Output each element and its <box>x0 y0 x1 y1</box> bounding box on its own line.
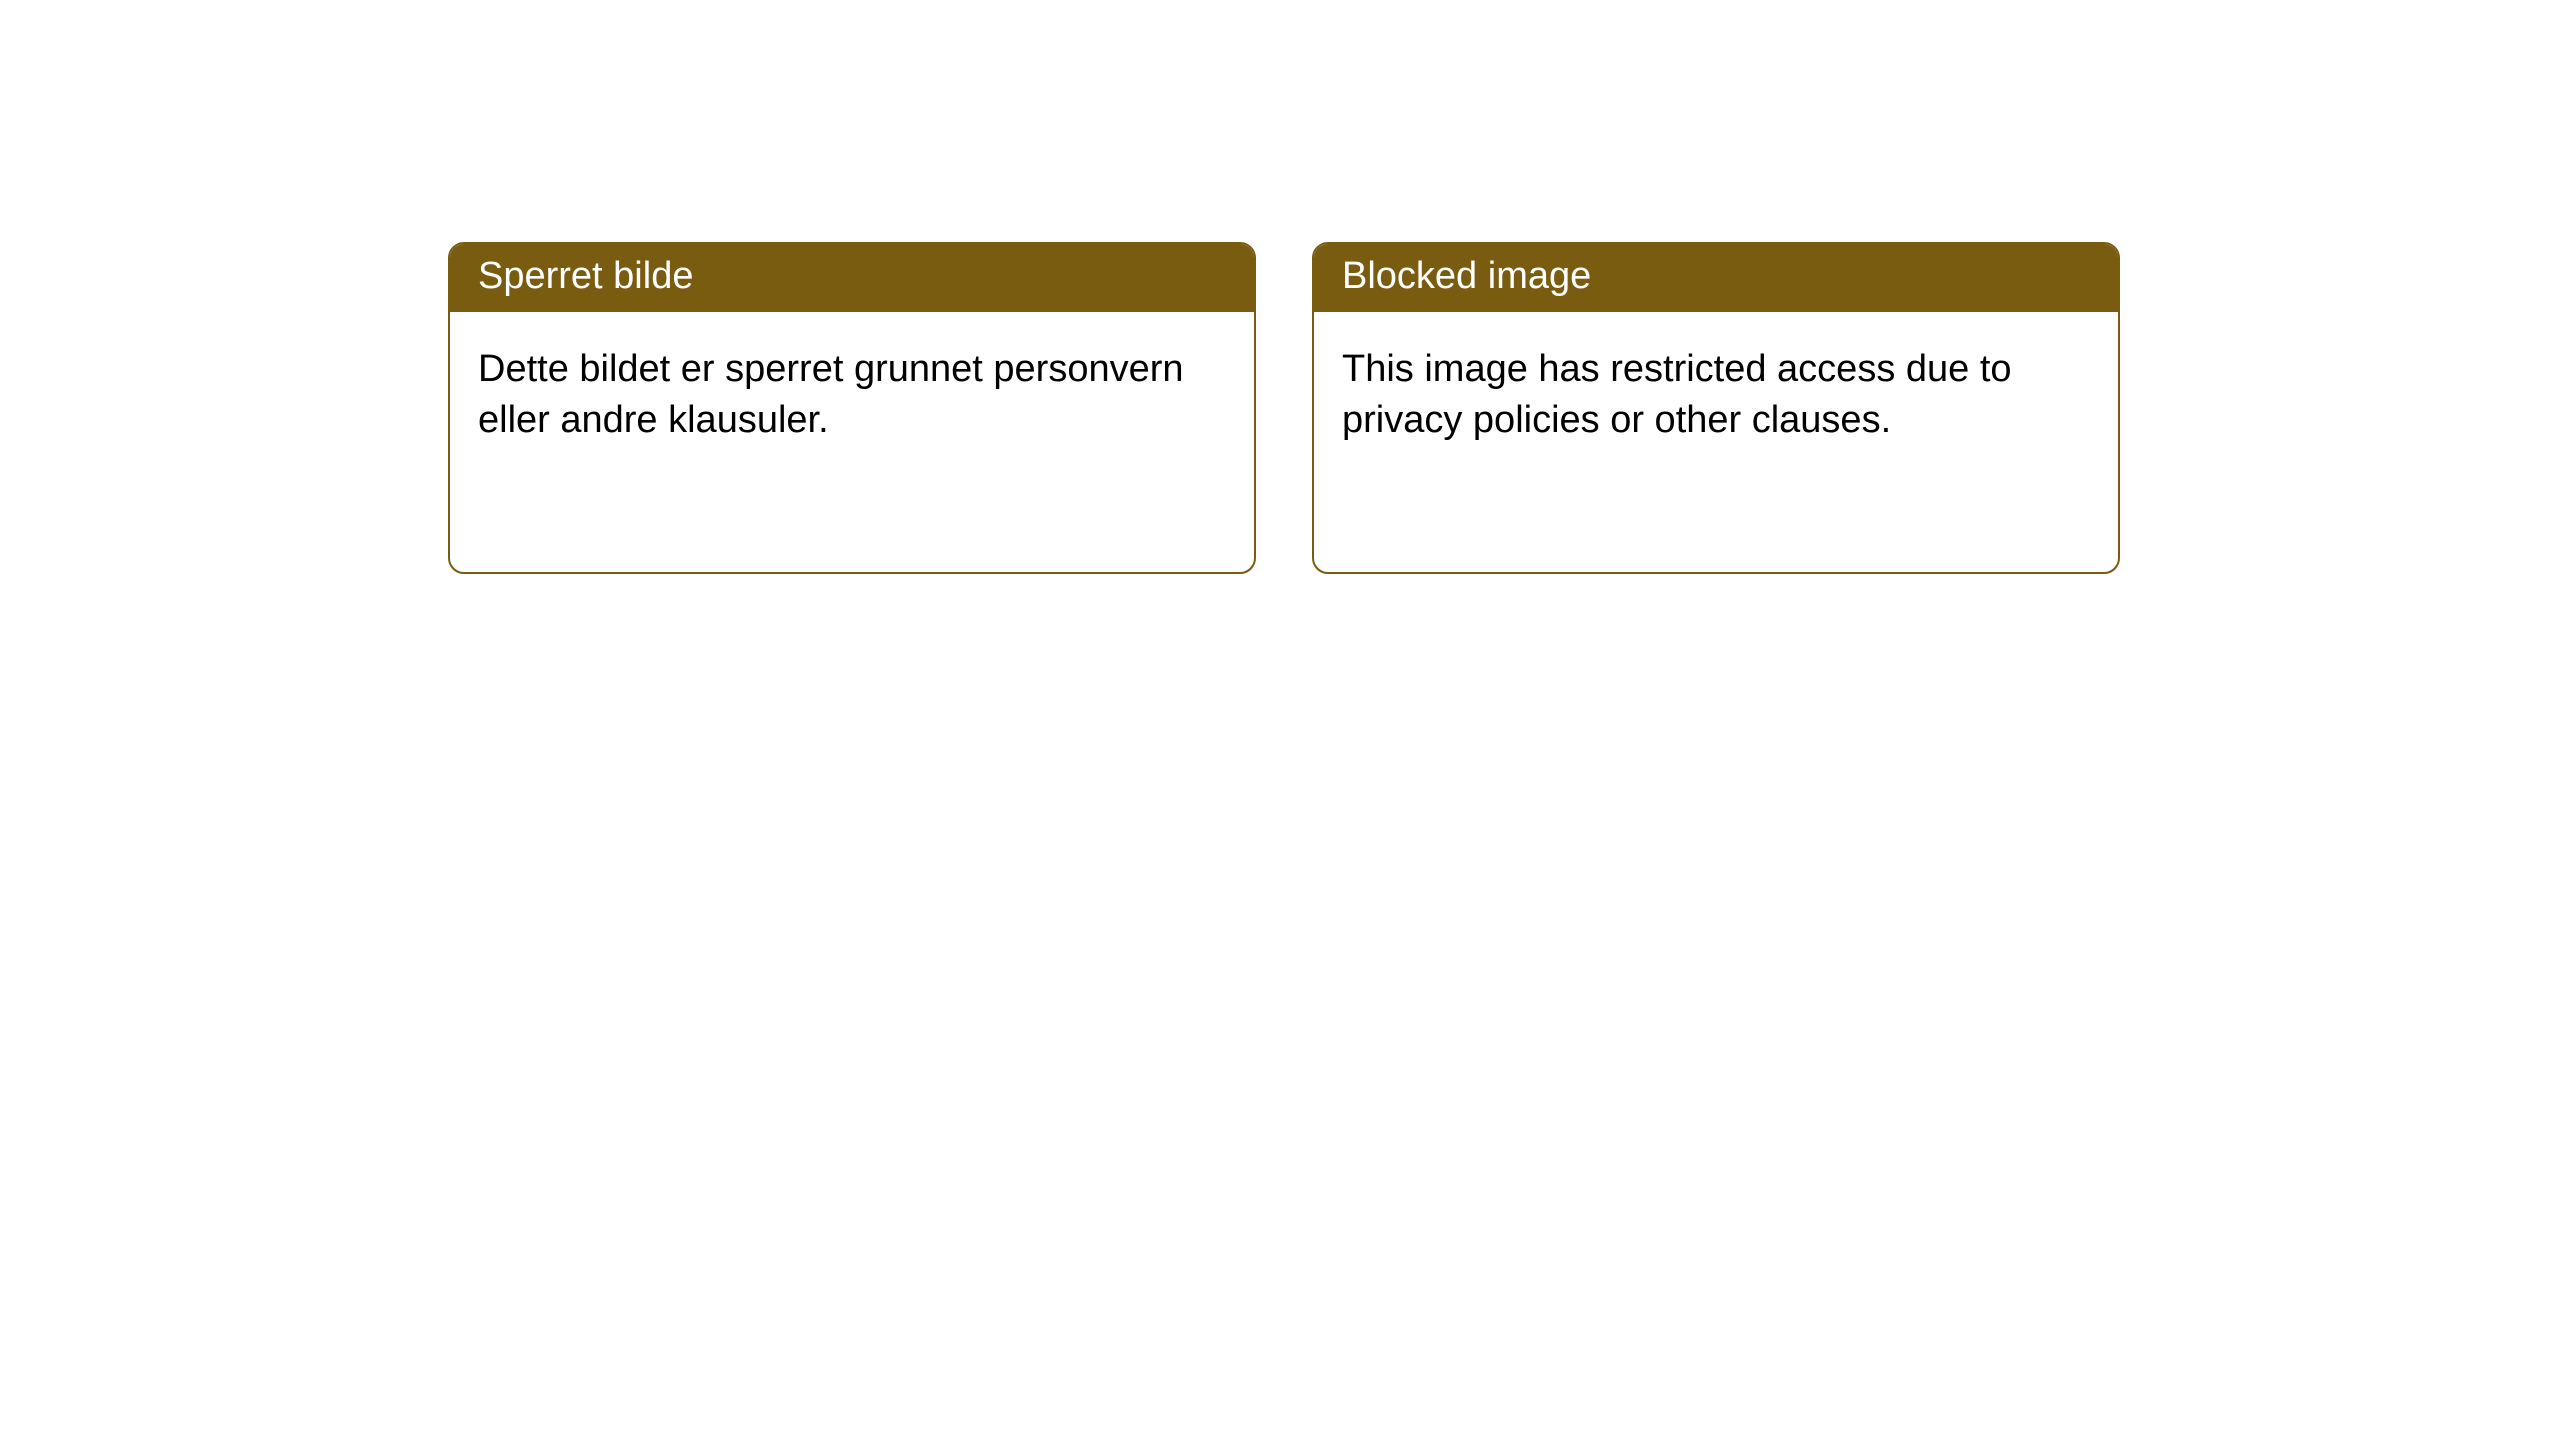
notice-title: Sperret bilde <box>450 244 1254 312</box>
notice-title: Blocked image <box>1314 244 2118 312</box>
notice-container: Sperret bilde Dette bildet er sperret gr… <box>0 0 2560 574</box>
notice-box-english: Blocked image This image has restricted … <box>1312 242 2120 574</box>
notice-body-text: Dette bildet er sperret grunnet personve… <box>450 312 1254 572</box>
notice-body-text: This image has restricted access due to … <box>1314 312 2118 572</box>
notice-box-norwegian: Sperret bilde Dette bildet er sperret gr… <box>448 242 1256 574</box>
